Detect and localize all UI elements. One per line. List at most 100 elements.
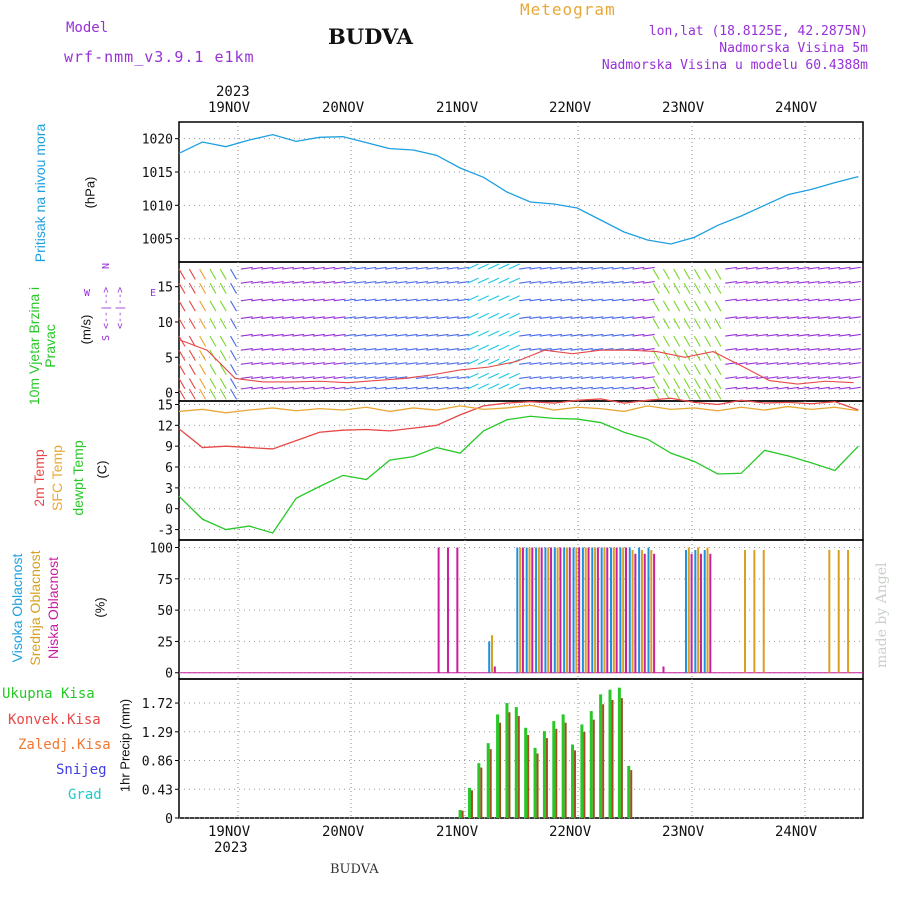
wind-barb [343, 333, 356, 337]
cloud-bar-high [488, 641, 491, 673]
cloud-bar-mid [762, 550, 765, 673]
wind-barb [436, 316, 449, 319]
wind-barb [199, 378, 207, 390]
wind-barb [704, 318, 712, 330]
wind-barb [230, 349, 238, 361]
wind-barb [817, 386, 830, 390]
wind-barb [312, 362, 325, 365]
wind-barb [477, 295, 490, 302]
cloud-bar-high [581, 547, 584, 673]
wind-barb [580, 266, 593, 270]
wind-barb [302, 333, 315, 337]
precip-legend-snow: Snijeg [56, 762, 107, 778]
wind-barb [611, 266, 624, 270]
precip-bar-conv [461, 810, 464, 818]
wind-barb [188, 364, 196, 375]
wind-barb [807, 386, 820, 390]
cloud-bar-low [540, 547, 543, 673]
wind-barb [642, 298, 655, 302]
wind-barb [714, 349, 722, 361]
cloud-bar-high [684, 550, 687, 673]
model-altitude-label: Nadmorska Visina u modelu 60.4388m [601, 58, 868, 73]
wind-barb [385, 298, 398, 302]
wind-barb [714, 364, 722, 375]
wind-barb [302, 266, 315, 270]
wind-barb [828, 333, 841, 337]
wind-barb [405, 266, 418, 270]
y-tick-label: 0.43 [142, 783, 173, 798]
wind-barb [343, 316, 356, 319]
wind-barb [704, 300, 712, 312]
footer-title: BUDVA [330, 862, 379, 877]
wind-barb [735, 266, 748, 270]
wind-barb [240, 316, 253, 319]
wind-barb [611, 298, 624, 302]
y-tick-label: 1020 [142, 133, 173, 148]
wind-barb [838, 386, 851, 390]
wind-barb [539, 333, 552, 337]
wind-barb [611, 362, 624, 365]
wind-barb [436, 362, 449, 365]
wind-barb [508, 383, 520, 390]
wind-barb [209, 335, 217, 347]
model-name: wrf-nmm_v3.9.1 e1km [64, 48, 255, 66]
wind-barb [828, 316, 841, 319]
wind-barb [652, 364, 660, 375]
cloud-bar-high [610, 547, 613, 673]
time-tick-label: 22NOV [549, 824, 592, 840]
time-tick-label: 22NOV [549, 100, 592, 116]
wind-barb [787, 347, 800, 351]
wind-barb [364, 280, 377, 284]
wind-barb [395, 280, 408, 284]
wind-barb [807, 266, 820, 270]
wind-barb [766, 316, 779, 319]
wind-barb [570, 298, 583, 302]
cloud-bar-high [563, 547, 566, 673]
wind-barb [838, 316, 851, 319]
wind-barb [807, 376, 820, 379]
wind-barb [735, 386, 748, 390]
wind-barb [662, 378, 670, 390]
wind-barb [312, 266, 325, 270]
wind-barb [261, 266, 274, 270]
wind-barb [652, 388, 660, 400]
wind-barb [591, 298, 604, 302]
wind-barb [601, 386, 614, 390]
wind-barb [508, 330, 520, 337]
wind-barb [683, 282, 691, 294]
wind-barb [622, 386, 635, 390]
wind-barb [735, 333, 748, 337]
wind-barb [385, 280, 398, 284]
wind-barb [312, 333, 325, 337]
cloud-bar-low [550, 547, 553, 673]
wind-barb [519, 347, 532, 351]
cloud-bar-low [653, 553, 656, 673]
wind-barb [199, 335, 207, 347]
wind-barb [426, 386, 439, 390]
cloud-bar-low [690, 553, 693, 673]
wind-barb [385, 362, 398, 365]
wind-barb [632, 333, 645, 337]
wind-barb [281, 298, 295, 302]
cloud-bar-high [544, 547, 547, 673]
wind-barb [652, 282, 660, 294]
cloud-bar-mid [594, 547, 597, 673]
wind-barb [745, 347, 758, 351]
wind-barb [673, 378, 681, 390]
wind-barb [415, 347, 429, 351]
y-tick-label: 0 [165, 667, 173, 682]
wind-barb [560, 347, 573, 351]
wind-barb [766, 280, 779, 284]
wind-barb [745, 316, 758, 319]
wind-barb [632, 316, 645, 319]
wind-barb [817, 362, 830, 365]
wind-barb [354, 266, 367, 270]
wind-barb [735, 316, 748, 319]
wind-barb [662, 335, 670, 347]
cloud-bar-low [578, 547, 581, 673]
wind-barb [415, 333, 429, 337]
sfc-temp-line [178, 404, 859, 414]
wind-barb [498, 383, 510, 390]
wind-barb [364, 362, 377, 365]
wind-barb [508, 295, 520, 302]
